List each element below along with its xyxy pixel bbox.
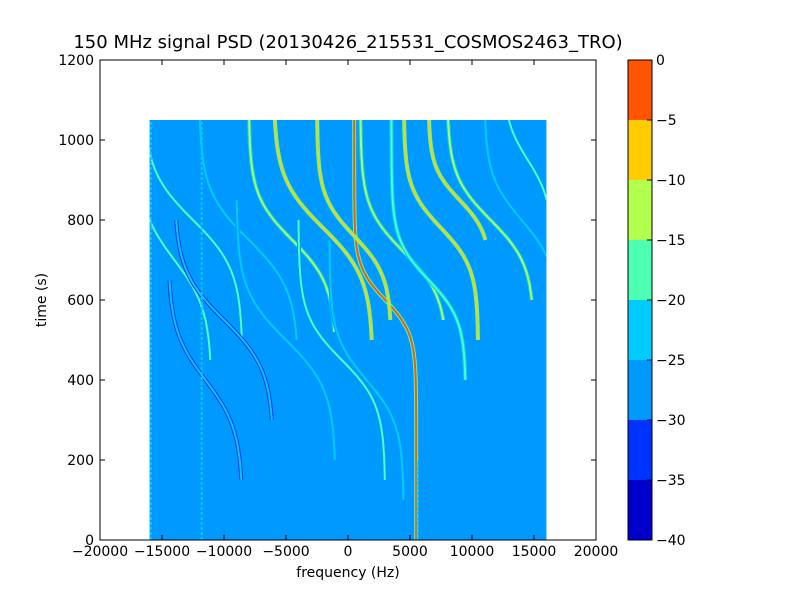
colorbar-tick-label: −15: [656, 233, 686, 249]
doppler-trace: [149, 147, 243, 341]
doppler-trace: [390, 120, 467, 380]
doppler-trace: [273, 120, 373, 341]
y-tick-label: 400: [67, 373, 94, 389]
doppler-trace: [484, 120, 547, 259]
doppler-trace: [235, 200, 336, 461]
doppler-trace: [297, 220, 386, 480]
colorbar-band: [628, 360, 652, 420]
colorbar-band: [628, 120, 652, 180]
heatmap-layer: [149, 120, 547, 540]
x-axis-label: frequency (Hz): [296, 565, 399, 581]
x-tick-label: 5000: [392, 544, 428, 560]
x-tick-label: 15000: [512, 544, 557, 560]
plot-area: −20000 −15000 −10000 −5000 0 5000 10000 15000 20…: [58, 53, 618, 560]
colorbar-tick-label: −30: [656, 413, 686, 429]
colorbar: −40 −35 −30 −25 −20 −15 −10 −5 0: [627, 53, 686, 549]
doppler-trace: [149, 217, 212, 361]
y-tick-label: 1200: [58, 53, 94, 69]
heatmap-background: [149, 120, 547, 540]
x-tick-label: 10000: [450, 544, 495, 560]
colorbar-tick-label: −35: [656, 473, 686, 489]
doppler-trace: [403, 120, 479, 340]
y-tick-label: 200: [67, 453, 94, 469]
colorbar-band: [628, 60, 652, 120]
colorbar-tick-label: −5: [656, 113, 677, 129]
doppler-trace: [168, 279, 243, 481]
doppler-trace: [175, 219, 273, 421]
doppler-trace: [316, 120, 392, 321]
y-axis-ticks: 0 200 400 600 800 1000 1200: [58, 53, 596, 549]
x-axis-ticks: −20000 −15000 −10000 −5000 0 5000 10000 15000 20…: [72, 60, 618, 560]
colorbar-tick-label: −40: [656, 533, 686, 549]
doppler-trace: [328, 240, 405, 501]
doppler-trace: [353, 120, 418, 540]
colorbar-band: [628, 240, 652, 300]
doppler-trace: [447, 120, 533, 301]
x-tick-label: −20000: [72, 544, 128, 560]
colorbar-tick-label: 0: [656, 53, 665, 69]
x-tick-label: 0: [344, 544, 353, 560]
colorbar-band: [628, 180, 652, 240]
y-tick-label: 600: [67, 293, 94, 309]
colorbar-band: [628, 420, 652, 480]
y-tick-label: 1000: [58, 133, 94, 149]
doppler-trace: [507, 120, 547, 201]
colorbar-tick-label: −25: [656, 353, 686, 369]
colorbar-tick-label: −10: [656, 173, 686, 189]
colorbar-band: [628, 300, 652, 360]
colorbar-bands: [628, 60, 652, 540]
y-axis-label: time (s): [34, 273, 50, 327]
chart-title: 150 MHz signal PSD (20130426_215531_COSM…: [73, 32, 622, 53]
x-tick-label: −5000: [262, 544, 309, 560]
colorbar-ticks: −40 −35 −30 −25 −20 −15 −10 −5 0: [647, 53, 686, 549]
x-tick-label: −10000: [196, 544, 252, 560]
y-tick-label: 800: [67, 213, 94, 229]
x-tick-label: −15000: [134, 544, 190, 560]
colorbar-band: [628, 480, 652, 540]
y-tick-label: 0: [85, 533, 94, 549]
colorbar-tick-label: −20: [656, 293, 686, 309]
doppler-trace: [428, 120, 487, 241]
x-tick-label: 20000: [574, 544, 619, 560]
